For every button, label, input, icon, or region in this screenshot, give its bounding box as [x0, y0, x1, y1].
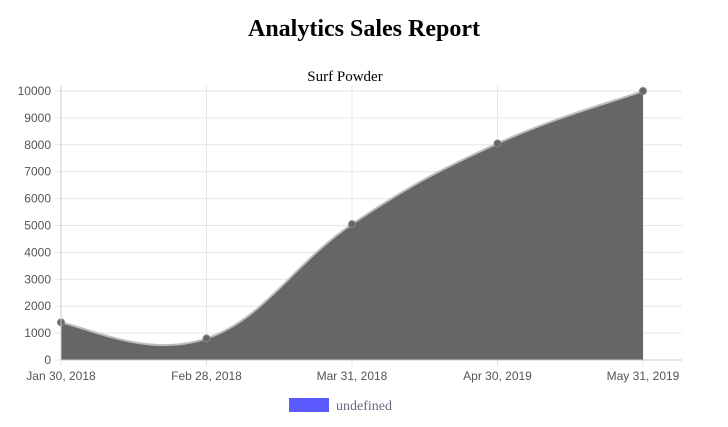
y-tick-label: 6000: [24, 192, 51, 206]
y-tick-label: 4000: [24, 245, 51, 259]
y-tick-label: 0: [44, 353, 51, 367]
page-title: Analytics Sales Report: [248, 16, 480, 42]
data-point[interactable]: [639, 87, 647, 95]
legend[interactable]: undefined: [289, 398, 392, 414]
data-point[interactable]: [348, 220, 356, 229]
y-tick-label: 10000: [18, 84, 52, 98]
y-tick-label: 2000: [24, 299, 51, 313]
x-tick-label: Jan 30, 2018: [26, 369, 96, 383]
data-point[interactable]: [202, 334, 211, 343]
series-area-group: [57, 87, 647, 360]
x-tick-label: May 31, 2019: [607, 369, 680, 383]
x-tick-label: Feb 28, 2018: [171, 369, 242, 383]
data-point[interactable]: [493, 139, 502, 148]
y-tick-label: 7000: [24, 165, 51, 179]
y-tick-label: 8000: [24, 138, 51, 152]
chart-title: Surf Powder: [307, 69, 382, 85]
x-tick-label: Apr 30, 2019: [463, 369, 532, 383]
y-tick-label: 5000: [24, 219, 51, 233]
y-tick-label: 9000: [24, 111, 51, 125]
axes: [60, 85, 682, 361]
x-tick-label: Mar 31, 2018: [317, 369, 388, 383]
y-tick-label: 1000: [24, 326, 51, 340]
legend-label[interactable]: undefined: [336, 399, 392, 414]
tick-labels: 0 1000 2000 3000 4000 5000 6000 7000 8000 9000 100…: [18, 84, 680, 383]
y-tick-label: 3000: [24, 272, 51, 286]
legend-swatch[interactable]: [289, 398, 329, 412]
